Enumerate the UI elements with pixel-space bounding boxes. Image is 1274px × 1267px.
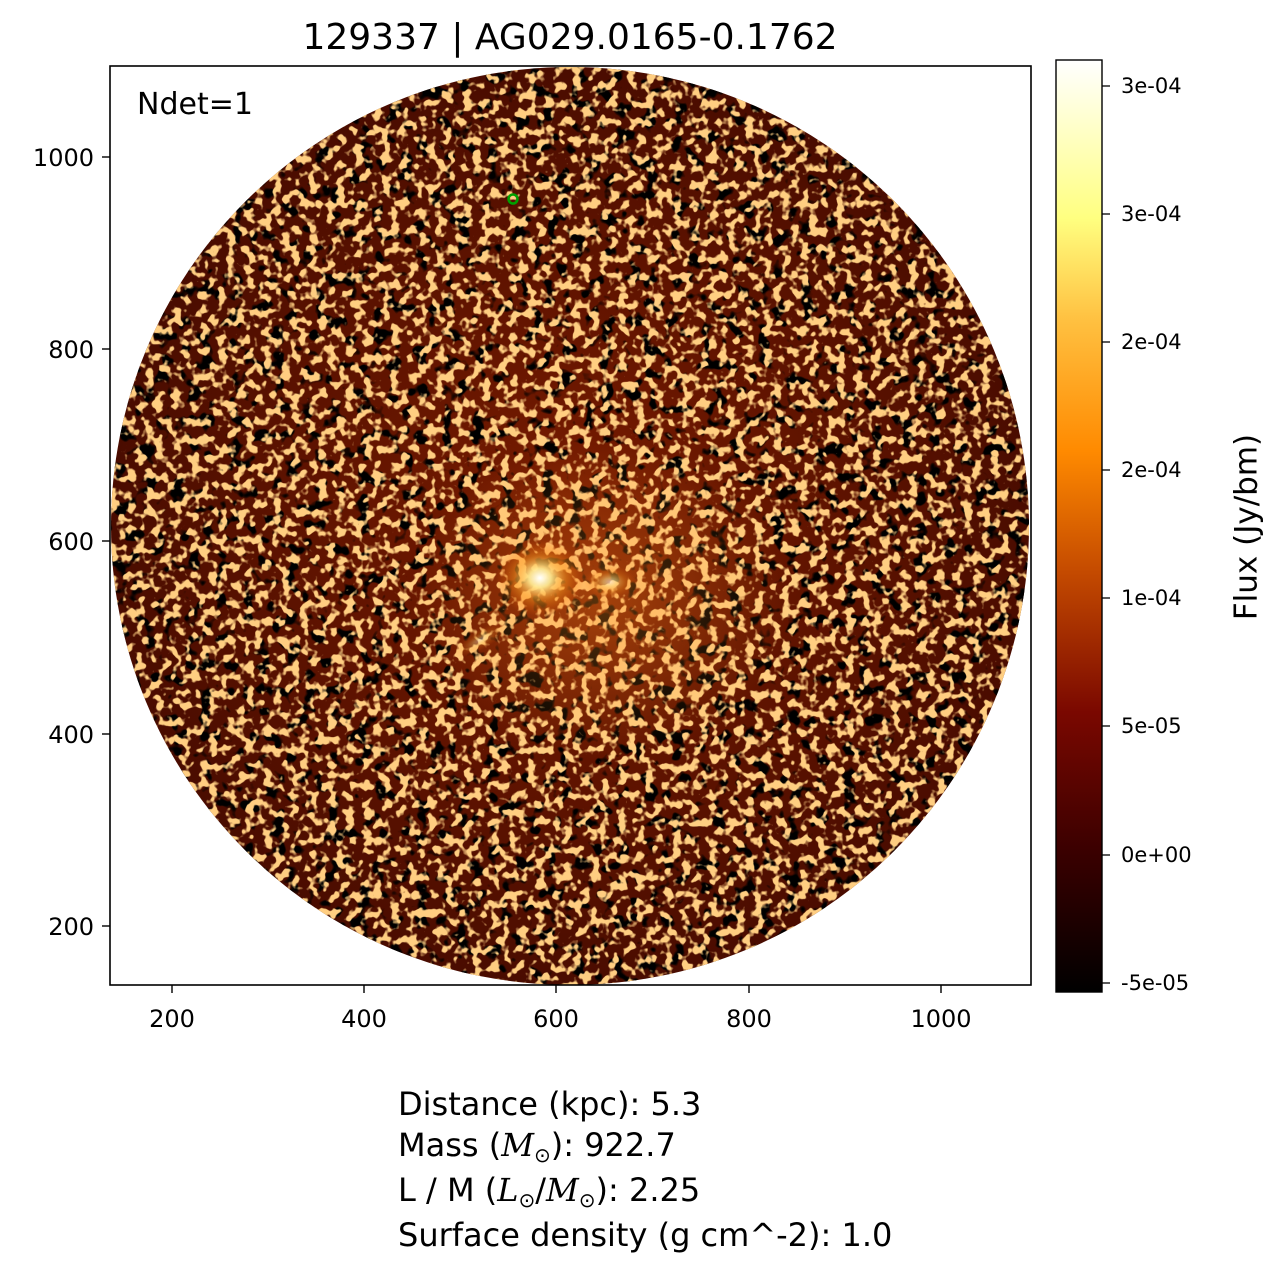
colorbar: 3e-04 3e-04 2e-04 2e-04 1e-04 5e-05 0e+0… (1055, 59, 1265, 995)
sun-symbol: ⊙ (578, 1188, 596, 1212)
lum-symbol: L (497, 1171, 519, 1209)
y-tick-label: 400 (48, 721, 94, 749)
colorbar-tick-label: 3e-04 (1121, 74, 1182, 98)
distance-line: Distance (kpc): 5.3 (398, 1084, 892, 1125)
x-tick-label: 800 (726, 1005, 772, 1033)
colorbar-tick-label: 1e-04 (1121, 586, 1182, 610)
x-tick-label: 200 (149, 1005, 195, 1033)
mass-symbol: M (546, 1171, 579, 1209)
mass-suffix: ): (550, 1126, 585, 1164)
flux-image (111, 67, 1029, 985)
lm-line: L / M (L⊙/M⊙): 2.25 (398, 1170, 892, 1215)
x-tick-label: 400 (341, 1005, 387, 1033)
colorbar-tick-label: 0e+00 (1121, 843, 1192, 867)
mass-label: Mass ( (398, 1126, 502, 1164)
distance-value: 5.3 (650, 1085, 702, 1123)
colorbar-tick-label: -5e-05 (1121, 971, 1189, 995)
sun-symbol: ⊙ (533, 1143, 551, 1167)
axes-frame (109, 65, 1032, 986)
colorbar-label: Flux (Jy/bm) (1229, 434, 1265, 620)
lm-suffix: ): (595, 1171, 629, 1209)
sun-symbol: ⊙ (518, 1188, 536, 1212)
y-tick-label: 200 (48, 913, 94, 941)
surface-density-label: Surface density (g cm^-2): (398, 1216, 842, 1254)
mass-symbol: M (501, 1126, 534, 1164)
distance-label: Distance (kpc): (398, 1085, 651, 1123)
colorbar-tick-label: 2e-04 (1121, 330, 1182, 354)
image-axes (109, 65, 1032, 986)
mass-value: 922.7 (584, 1126, 676, 1164)
colorbar-tick-label: 2e-04 (1121, 458, 1182, 482)
colorbar-ticks: 3e-04 3e-04 2e-04 2e-04 1e-04 5e-05 0e+0… (1102, 74, 1192, 995)
x-tick-label: 600 (533, 1005, 579, 1033)
surface-density-line: Surface density (g cm^-2): 1.0 (398, 1215, 892, 1256)
lm-value: 2.25 (628, 1171, 701, 1209)
x-axis: 200 400 600 800 1000 (149, 985, 972, 1033)
x-tick-label: 1000 (910, 1005, 971, 1033)
detection-marker (507, 193, 519, 205)
lm-label: L / M ( (398, 1171, 498, 1209)
surface-density-value: 1.0 (841, 1216, 893, 1254)
colorbar-tick-label: 3e-04 (1121, 202, 1182, 226)
colorbar-tick-label: 5e-05 (1121, 714, 1182, 738)
y-tick-label: 1000 (33, 144, 94, 172)
ndet-label: Ndet=1 (137, 87, 253, 122)
y-axis: 200 400 600 800 1000 (33, 144, 110, 941)
figure-title: 129337 | AG029.0165-0.1762 (302, 17, 837, 58)
y-tick-label: 800 (48, 336, 94, 364)
source-info: Distance (kpc): 5.3 Mass (M⊙): 922.7 L /… (398, 1084, 892, 1256)
bright-source (496, 540, 584, 616)
lm-slash: / (535, 1171, 547, 1209)
y-tick-label: 600 (48, 528, 94, 556)
mass-line: Mass (M⊙): 922.7 (398, 1125, 892, 1170)
